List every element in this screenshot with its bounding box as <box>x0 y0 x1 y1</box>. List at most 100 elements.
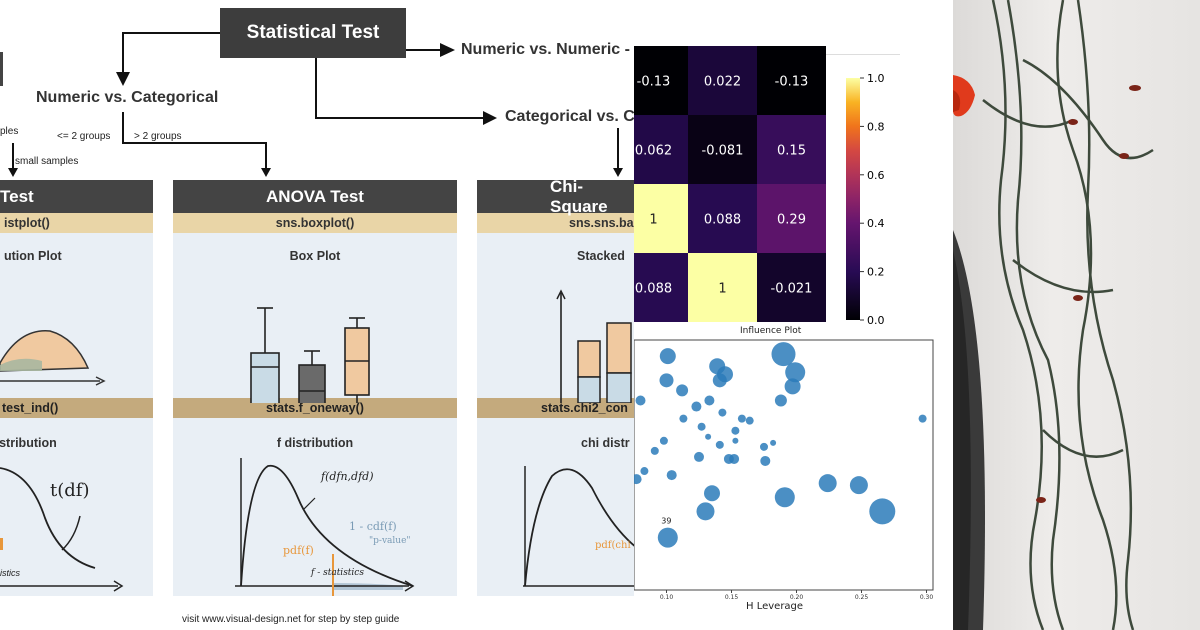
scatter-point <box>691 401 702 412</box>
card-t-test: Test istplot() ution Plot test_ind() dis… <box>0 180 153 596</box>
card-chi-square: Chi-Square sns.sns.ba Stacked stats.chi2… <box>477 177 637 596</box>
correlation-heatmap: -0.13 0.022 -0.13 0.062 -0.081 0.15 1 0.088 0.29… <box>634 46 885 327</box>
scatter-point <box>849 476 868 495</box>
scatter-point <box>784 378 801 395</box>
scatter-point <box>785 362 806 383</box>
dist-panel: chi distr pdf(chi <box>477 418 637 596</box>
label-small-samples: small samples <box>15 156 79 167</box>
scatter-point <box>679 414 688 423</box>
point-annotation: 39 <box>661 516 671 525</box>
plot-title-2: chi distr <box>581 436 630 450</box>
code-label-2: stats.chi2_con <box>477 398 637 418</box>
heatmap-cell-label: -0.081 <box>702 144 744 159</box>
scatter-point <box>657 527 678 548</box>
heatmap-cell-label: 0.29 <box>777 213 806 228</box>
f-curve-sketch <box>235 458 415 596</box>
stacked-bar-sketch <box>556 289 632 403</box>
scatter-point <box>760 442 768 451</box>
scatter-point <box>737 414 746 423</box>
heatmap-cell <box>757 46 826 115</box>
heatmap-cell <box>757 115 826 184</box>
scatter-point <box>650 446 659 455</box>
scatter-point <box>770 439 777 446</box>
x-tick-label: 0.20 <box>790 594 804 601</box>
scatter-point <box>918 414 927 423</box>
heatmap-cell-label: -0.021 <box>771 282 813 297</box>
scatter-point <box>774 394 787 407</box>
colorbar-tick-label: 0.6 <box>867 169 885 182</box>
scatter-point <box>869 498 896 525</box>
heatmap-cell-label: 1 <box>649 213 657 228</box>
heatmap-cell <box>688 253 757 322</box>
heatmap-cell <box>688 46 757 115</box>
x-tick-label: 0.25 <box>855 594 869 601</box>
f-df-annotation: f(dfn,dfd) <box>321 470 374 483</box>
scatter-point <box>729 453 740 464</box>
x-tick-label: 0.15 <box>725 594 739 601</box>
scatter-point <box>659 348 676 365</box>
influence-plot-panel: Influence Plot 0.10 0.15 0.20 0.25 0.30 39 H … <box>634 325 953 630</box>
colorbar-tick-label: 0.0 <box>867 314 885 327</box>
heatmap-cell <box>688 115 757 184</box>
wire-lights-photo <box>953 0 1154 630</box>
card-header: Test <box>0 180 153 213</box>
t-df-annotation: t(df) <box>50 480 90 501</box>
heatmap-cell-label: 1 <box>718 282 726 297</box>
p-value-annotation: "p-value" <box>369 536 411 546</box>
scatter-point <box>745 416 754 425</box>
heatmap-cell-label: -0.13 <box>775 75 809 90</box>
scatter-point <box>715 440 724 449</box>
card-header: Chi-Square <box>477 177 637 216</box>
x-tick-label: 0.10 <box>660 594 674 601</box>
heatmap-cell <box>757 184 826 253</box>
heatmap-cell-label: 0.088 <box>635 282 672 297</box>
scatter-point <box>676 384 689 397</box>
scatter-point <box>635 395 646 406</box>
t-stat-annotation: istics <box>0 568 20 578</box>
x-tick-label: 0.30 <box>920 594 934 601</box>
scatter-point <box>659 373 674 388</box>
code-label-2: test_ind() <box>0 398 153 418</box>
branch-categorical-categorical: Categorical vs. C <box>505 108 635 125</box>
influence-scatter: 0.10 0.15 0.20 0.25 0.30 39 <box>634 339 934 601</box>
heatmap-panel: -0.13 0.022 -0.13 0.062 -0.081 0.15 1 0.088 0.29… <box>634 40 900 328</box>
flowchart-connectors <box>0 32 623 177</box>
heatmap-cell <box>634 184 688 253</box>
scatter-point <box>771 342 796 367</box>
branch-numeric-categorical: Numeric vs. Categorical <box>36 89 219 106</box>
dist-panel: distribution t(df) istics <box>0 418 153 596</box>
branch-numeric-numeric: Numeric vs. Numeric - <box>461 41 630 58</box>
heatmap-cell <box>634 253 688 322</box>
plot-title-2: f distribution <box>276 436 354 450</box>
code-label-2: stats.f_oneway() <box>173 398 457 418</box>
scatter-point <box>818 474 837 493</box>
scatter-point <box>694 451 704 462</box>
heatmap-cell-label: 0.15 <box>777 144 806 159</box>
scatter-point <box>666 470 677 481</box>
colorbar-tick-label: 0.2 <box>867 266 885 279</box>
chart-title: Influence Plot <box>740 326 802 336</box>
plot-frame <box>634 339 934 591</box>
scatter-point <box>705 433 712 440</box>
plot-title: Box Plot <box>289 249 341 263</box>
plot-panel: ution Plot <box>0 233 153 398</box>
colorbar-tick-label: 1.0 <box>867 72 885 85</box>
scatter-point <box>659 436 668 445</box>
photo-panel <box>953 0 1200 630</box>
plot-panel: Stacked <box>477 233 637 403</box>
dist-panel: f distribution f(dfn,dfd) 1 - cdf(f) "p-… <box>173 418 457 596</box>
heatmap-cell <box>688 184 757 253</box>
scatter-point <box>640 467 649 476</box>
scatter-point <box>731 426 740 435</box>
footer-link[interactable]: visit www.visual-design.net for step by … <box>182 614 400 625</box>
heatmap-cell-label: -0.13 <box>637 75 671 90</box>
code-label: istplot() <box>0 213 153 233</box>
colorbar <box>846 78 860 320</box>
code-label: sns.sns.ba <box>477 213 637 233</box>
scatter-point <box>704 395 715 406</box>
heatmap-cell <box>757 253 826 322</box>
card-anova: ANOVA Test sns.boxplot() Box Plot stats.… <box>173 180 457 596</box>
plot-title: Stacked <box>577 249 625 263</box>
chi-curve-sketch <box>523 466 637 587</box>
